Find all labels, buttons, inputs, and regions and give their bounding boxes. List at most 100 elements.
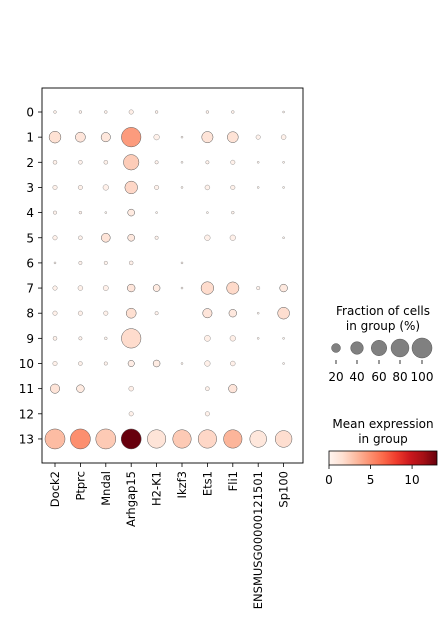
size-legend-label: 60 [371,370,386,384]
dot-13-Mndal [95,428,117,450]
dot-1-H2-K1 [153,134,160,141]
dot-1-Sp100 [281,134,287,140]
dot-2-Sp100 [282,161,285,164]
x-tick-label: Ptprc [73,471,87,501]
dot-13-Ikzf3 [172,429,192,449]
dot-6-Dock2 [53,261,57,265]
size-legend-title-line-2: in group (%) [346,319,420,333]
dot-3-Mndal [102,184,109,191]
dot-2-ENSMUSG00000121501 [257,161,260,164]
size-legend-label: 40 [349,370,364,384]
dot-9-ENSMUSG00000121501 [257,337,260,340]
dot-7-Arhgap15 [127,283,136,293]
dot-0-Arhgap15 [128,109,134,115]
dot-6-Ikzf3 [180,261,184,265]
dot-4-Ets1 [206,211,209,214]
dot-4-Fli1 [231,211,235,215]
dot-5-Ets1 [204,234,211,241]
size-legend-dot [411,337,433,359]
dot-1-Fli1 [227,131,239,143]
x-tick-label: Arhgap15 [124,471,138,527]
size-legend-dot [331,343,341,353]
size-legend-dot [350,341,364,355]
dot-8-Arhgap15 [125,307,137,319]
dot-7-ENSMUSG00000121501 [256,286,261,290]
size-legend: Fraction of cells in group (%) 20 40 60 80 1… [328,304,433,384]
dot-1-Arhgap15 [121,127,142,148]
dot-8-Ptprc [78,310,83,316]
dot-3-Sp100 [282,186,285,189]
size-legend-title-line-1: Fraction of cells [336,304,430,318]
dot-13-Sp100 [274,430,293,448]
dot-4-Ptprc [78,211,82,215]
dot-7-Ikzf3 [180,286,184,290]
dot-9-Mndal [104,336,108,340]
y-tick-label: 9 [26,332,34,346]
size-legend-label: 20 [328,370,343,384]
y-tick-label: 3 [26,181,34,195]
colorbar-tick-label: 0 [325,473,333,487]
dot-0-Dock2 [53,110,57,114]
dot-8-Sp100 [277,307,290,320]
dot-9-Sp100 [282,337,285,340]
dot-9-Dock2 [52,336,58,341]
dot-13-ENSMUSG00000121501 [249,430,267,448]
dot-10-Arhgap15 [127,360,135,367]
dot-13-Ets1 [197,429,217,449]
dot-8-ENSMUSG00000121501 [257,312,260,315]
dot-2-Fli1 [230,159,236,165]
dot-12-Arhgap15 [128,411,134,417]
dot-13-Ptprc [70,428,91,450]
colorbar-tick-label: 5 [367,473,375,487]
dot-2-Ikzf3 [180,161,184,164]
y-tick-label: 4 [26,206,34,220]
x-tick-label: ENSMUSG00000121501 [251,471,265,609]
dot-3-Fli1 [230,185,236,190]
dot-2-Ets1 [205,160,210,165]
dot-4-Mndal [104,211,107,214]
dot-7-Ets1 [200,281,214,295]
dot-4-Arhgap15 [127,208,135,217]
dot-10-Dock2 [52,361,58,366]
dot-13-Fli1 [223,429,243,449]
y-tick-label: 10 [19,357,34,371]
dot-8-Fli1 [228,309,237,318]
dot-10-Sp100 [282,362,285,365]
dot-5-Ptprc [78,235,83,240]
dot-1-Ets1 [201,131,214,144]
dot-6-Arhgap15 [129,260,134,266]
dot-10-Fli1 [230,360,236,367]
x-tick-label: Mndal [99,471,113,506]
dot-7-Sp100 [279,283,288,293]
y-tick-label: 2 [26,156,34,170]
x-tick-label: Dock2 [48,471,62,507]
y-tick-label: 7 [26,282,34,296]
dot-11-Fli1 [228,384,238,394]
dot-8-H2-K1 [154,311,159,316]
dot-3-Ets1 [204,184,210,191]
dot-7-Ptprc [77,285,83,291]
dot-4-H2-K1 [155,211,158,214]
size-legend-label: 80 [392,370,407,384]
dot-7-Dock2 [52,285,58,291]
dot-2-Dock2 [52,160,58,165]
dot-3-ENSMUSG00000121501 [257,186,260,189]
dot-8-Ets1 [202,308,213,319]
dot-1-Ikzf3 [180,135,184,139]
dot-9-Arhgap15 [121,328,142,349]
dot-1-Ptprc [75,131,86,143]
dot-3-Arhgap15 [124,180,138,195]
dot-10-Ikzf3 [180,362,184,365]
dot-5-Fli1 [229,234,236,241]
dot-11-Dock2 [50,383,60,394]
dot-8-Mndal [103,310,109,316]
color-legend-title-line-1: Mean expression [332,417,433,431]
dot-3-Dock2 [52,185,58,190]
dot-1-Mndal [100,132,111,143]
dot-13-Arhgap15 [120,428,142,450]
dots-layer [44,109,293,450]
dot-1-ENSMUSG00000121501 [255,134,261,140]
dot-10-Mndal [103,361,108,366]
dot-9-Ptprc [78,336,83,341]
